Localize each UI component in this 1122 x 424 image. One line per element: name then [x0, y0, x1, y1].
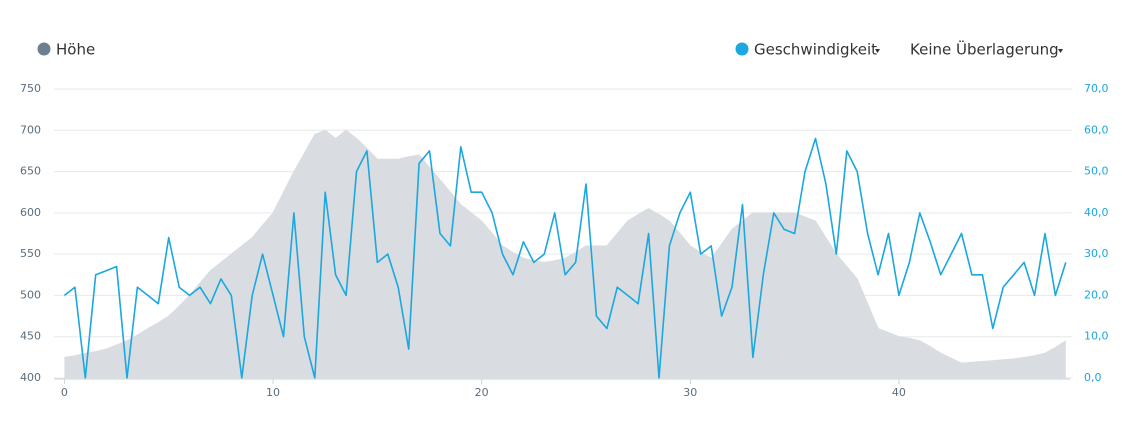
legend-label: Geschwindigkeit: [754, 41, 877, 59]
y2-tick-label: 60,0: [1084, 123, 1109, 136]
overlay-label: Keine Überlagerung: [910, 40, 1059, 59]
y2-tick-label: 30,0: [1084, 247, 1109, 260]
x-tick-label: 20: [475, 386, 489, 399]
y2-tick-label: 70,0: [1084, 82, 1109, 95]
legend-hoehe[interactable]: Höhe: [37, 41, 96, 59]
legend-speed[interactable]: Geschwindigkeit: [735, 41, 881, 59]
y-tick-label: 600: [20, 206, 41, 219]
y-tick-label: 550: [20, 247, 41, 260]
y-tick-label: 650: [20, 165, 41, 178]
y2-tick-label: 10,0: [1084, 330, 1109, 343]
line: [63, 137, 1067, 379]
y-tick-label: 700: [20, 123, 41, 136]
y-tick-label: 500: [20, 288, 41, 301]
x-tick-label: 0: [61, 386, 68, 399]
x-tick-label: 10: [266, 386, 280, 399]
x-tick-label: 30: [683, 386, 697, 399]
dropdown-caret: [875, 49, 880, 53]
legend-label: Höhe: [56, 41, 95, 59]
y-tick-label: 450: [20, 330, 41, 343]
x-tick-label: 40: [892, 386, 906, 399]
legend-dot: [37, 42, 51, 56]
y-tick-label: 750: [20, 82, 41, 95]
area-edge: [64, 129, 1067, 364]
y2-tick-label: 0,0: [1084, 371, 1102, 384]
legend-dot: [735, 42, 749, 56]
y2-tick-label: 20,0: [1084, 288, 1109, 301]
overlay-menu[interactable]: Keine Überlagerung: [910, 40, 1063, 59]
y2-tick-label: 40,0: [1084, 206, 1109, 219]
y2-tick-label: 50,0: [1084, 165, 1109, 178]
area-fill: [64, 130, 1066, 378]
y-tick-label: 400: [20, 371, 41, 384]
dropdown-caret: [1058, 49, 1063, 53]
